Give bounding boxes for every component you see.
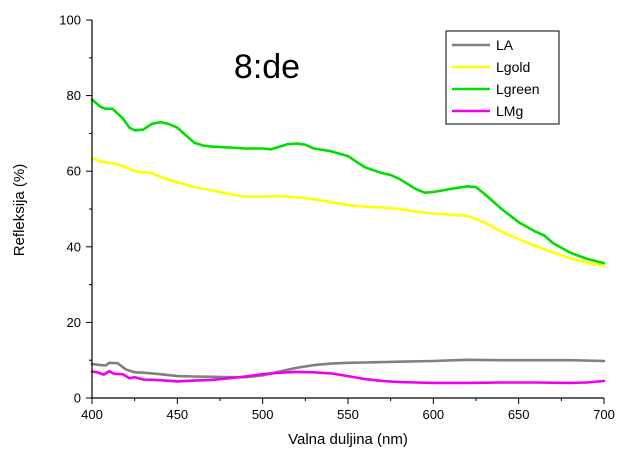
x-axis-title: Valna duljina (nm) — [288, 431, 408, 448]
x-tick-label: 700 — [593, 407, 615, 422]
y-tick-label: 0 — [74, 391, 81, 406]
y-tick-label: 60 — [67, 164, 81, 179]
axis-ticks: 400 450 500 550 600 650 700 0 20 40 60 80 100 — [59, 13, 615, 423]
series-line-la — [90, 358, 606, 379]
series-line-lmg — [90, 369, 606, 385]
chart-title: 8:de — [234, 48, 300, 86]
series-line-lgreen — [90, 98, 606, 265]
x-tick-label: 550 — [337, 407, 359, 422]
legend-box — [445, 30, 560, 125]
y-axis-title: Refleksija (%) — [11, 164, 28, 257]
legend-label-la: LA — [496, 37, 514, 53]
y-tick-label: 100 — [59, 13, 81, 28]
y-tick-label: 20 — [67, 315, 81, 330]
legend-label-lmg: LMg — [496, 103, 523, 119]
plot-series — [90, 98, 606, 385]
legend-label-lgreen: Lgreen — [496, 81, 540, 97]
x-tick-label: 600 — [422, 407, 444, 422]
y-tick-label: 40 — [67, 239, 81, 254]
x-tick-label: 650 — [508, 407, 530, 422]
legend-label-lgold: Lgold — [496, 59, 530, 75]
x-tick-label: 450 — [166, 407, 188, 422]
x-tick-label: 500 — [252, 407, 274, 422]
legend: LA Lgold Lgreen LMg — [445, 30, 560, 125]
series-line-lgold — [90, 156, 606, 267]
y-tick-label: 80 — [67, 88, 81, 103]
x-tick-label: 400 — [81, 407, 103, 422]
